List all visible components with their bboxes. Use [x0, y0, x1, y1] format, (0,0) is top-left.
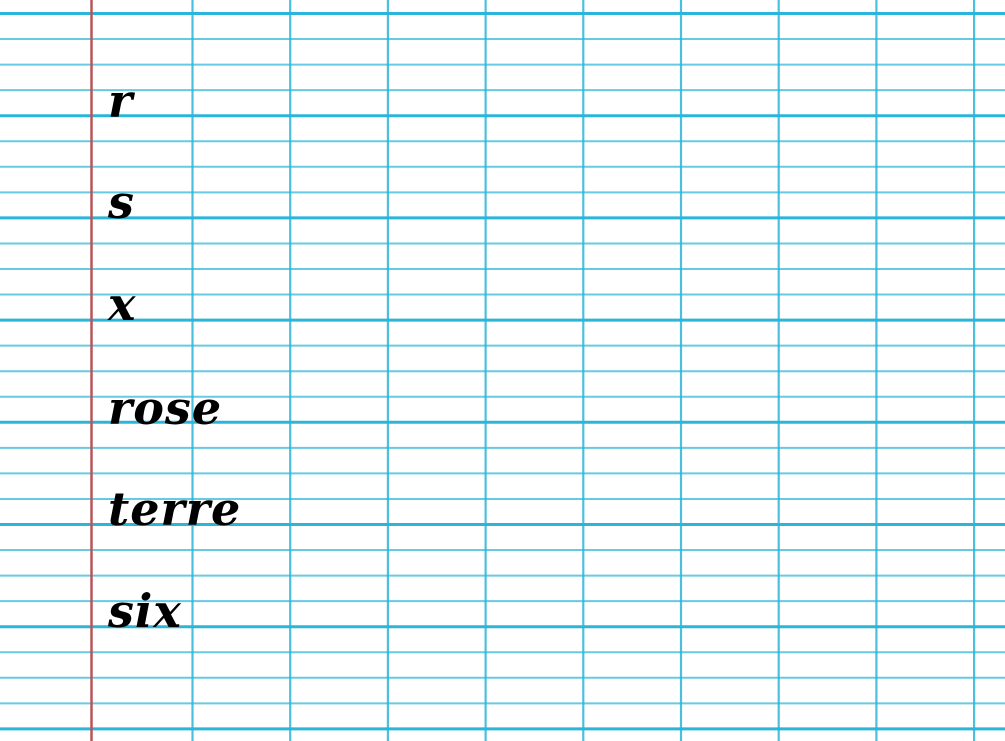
word-r: r [108, 74, 134, 128]
word-terre: terre [108, 482, 242, 536]
word-rose: rose [108, 381, 223, 435]
word-six: six [108, 584, 182, 638]
word-s: s [108, 175, 135, 229]
word-x: x [108, 277, 137, 331]
